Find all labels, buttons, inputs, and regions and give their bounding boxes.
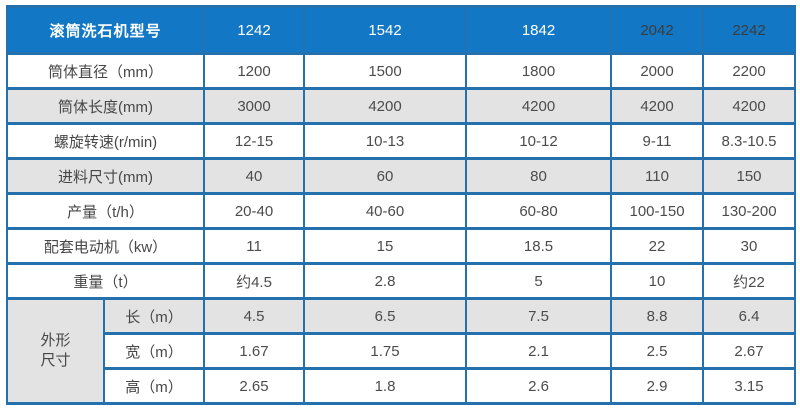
row-label: 产量（t/h） (5, 192, 206, 230)
spec-cell: 6.4 (702, 297, 797, 335)
spec-cell: 30 (702, 227, 797, 265)
table-row-dimension-height: 高（m） 2.65 1.8 2.6 2.9 3.15 (7, 367, 797, 405)
spec-cell: 2.1 (465, 332, 613, 370)
spec-cell: 1.8 (303, 367, 468, 405)
spec-cell: 10-12 (465, 122, 613, 160)
spec-cell: 11 (203, 227, 306, 265)
spec-table: 滚筒洗石机型号 1242 1542 1842 2042 2242 筒体直径（mm… (5, 5, 797, 405)
spec-cell: 10 (610, 262, 705, 300)
spec-cell: 2.9 (610, 367, 705, 405)
spec-cell: 3.15 (702, 367, 797, 405)
spec-cell: 40-60 (303, 192, 468, 230)
table-row-weight: 重量（t） 约4.5 2.8 5 10 约22 (5, 262, 797, 300)
spec-cell: 1.75 (303, 332, 468, 370)
spec-cell: 1.67 (203, 332, 306, 370)
dimension-group-label: 外形 尺寸 (6, 297, 105, 405)
row-label: 宽（m） (102, 332, 206, 370)
spec-cell: 15 (303, 227, 468, 265)
table-title: 滚筒洗石机型号 (5, 5, 206, 55)
spec-cell: 80 (465, 157, 613, 195)
spec-cell: 130-200 (702, 192, 797, 230)
table-row-capacity: 产量（t/h） 20-40 40-60 60-80 100-150 130-20… (5, 192, 797, 230)
row-label: 配套电动机（kw） (5, 227, 206, 265)
spec-cell: 6.5 (303, 297, 468, 335)
spec-cell: 2.5 (610, 332, 705, 370)
spec-cell: 约4.5 (203, 262, 306, 300)
spec-cell: 1500 (303, 52, 468, 90)
spec-cell: 3000 (203, 87, 306, 125)
spec-cell: 2.65 (203, 367, 306, 405)
model-header-1242: 1242 (203, 5, 306, 55)
model-header-2242: 2242 (702, 5, 797, 55)
spec-cell: 2200 (702, 52, 797, 90)
spec-cell: 5 (465, 262, 613, 300)
table-row-motor-power: 配套电动机（kw） 11 15 18.5 22 30 (5, 227, 797, 265)
model-header-2042: 2042 (610, 5, 705, 55)
spec-cell: 4200 (465, 87, 613, 125)
spec-cell: 2000 (610, 52, 705, 90)
table-row-drum-diameter: 筒体直径（mm） 1200 1500 1800 2000 2200 (5, 52, 797, 90)
spec-cell: 10-13 (303, 122, 468, 160)
row-label: 重量（t） (5, 262, 206, 300)
spec-cell: 12-15 (203, 122, 306, 160)
spec-cell: 1200 (203, 52, 306, 90)
spec-cell: 4.5 (203, 297, 306, 335)
spec-cell: 20-40 (203, 192, 306, 230)
page: 滚筒洗石机型号 1242 1542 1842 2042 2242 筒体直径（mm… (5, 5, 797, 405)
spec-cell: 4200 (303, 87, 468, 125)
table-row-feed-size: 进料尺寸(mm) 40 60 80 110 150 (5, 157, 797, 195)
spec-cell: 150 (702, 157, 797, 195)
spec-cell: 8.8 (610, 297, 705, 335)
header-row: 滚筒洗石机型号 1242 1542 1842 2042 2242 (5, 5, 797, 55)
spec-cell: 2.67 (702, 332, 797, 370)
spec-cell: 18.5 (465, 227, 613, 265)
spec-cell: 4200 (610, 87, 705, 125)
table-row-drum-length: 筒体长度(mm) 3000 4200 4200 4200 4200 (5, 87, 797, 125)
spec-cell: 2.6 (465, 367, 613, 405)
spec-cell: 约22 (702, 262, 797, 300)
row-label: 进料尺寸(mm) (5, 157, 206, 195)
table-row-dimension-length: 外形 尺寸 长（m） 4.5 6.5 7.5 8.8 6.4 (6, 297, 797, 405)
spec-cell: 60-80 (465, 192, 613, 230)
spec-cell: 9-11 (610, 122, 705, 160)
spec-cell: 110 (610, 157, 705, 195)
spec-cell: 2.8 (303, 262, 468, 300)
spec-cell: 60 (303, 157, 468, 195)
spec-cell: 22 (610, 227, 705, 265)
row-label: 螺旋转速(r/min) (5, 122, 206, 160)
spec-cell: 4200 (702, 87, 797, 125)
spec-cell: 40 (203, 157, 306, 195)
model-header-1542: 1542 (303, 5, 468, 55)
model-header-1842: 1842 (465, 5, 613, 55)
spec-cell: 7.5 (465, 297, 613, 335)
spec-cell: 8.3-10.5 (702, 122, 797, 160)
row-label: 长（m） (102, 297, 206, 335)
table-row-spiral-speed: 螺旋转速(r/min) 12-15 10-13 10-12 9-11 8.3-1… (5, 122, 797, 160)
spec-cell: 1800 (465, 52, 613, 90)
spec-cell: 100-150 (610, 192, 705, 230)
row-label: 筒体长度(mm) (5, 87, 206, 125)
table-row-dimension-width: 宽（m） 1.67 1.75 2.1 2.5 2.67 (7, 332, 797, 370)
row-label: 筒体直径（mm） (5, 52, 206, 90)
row-label: 高（m） (102, 367, 206, 405)
